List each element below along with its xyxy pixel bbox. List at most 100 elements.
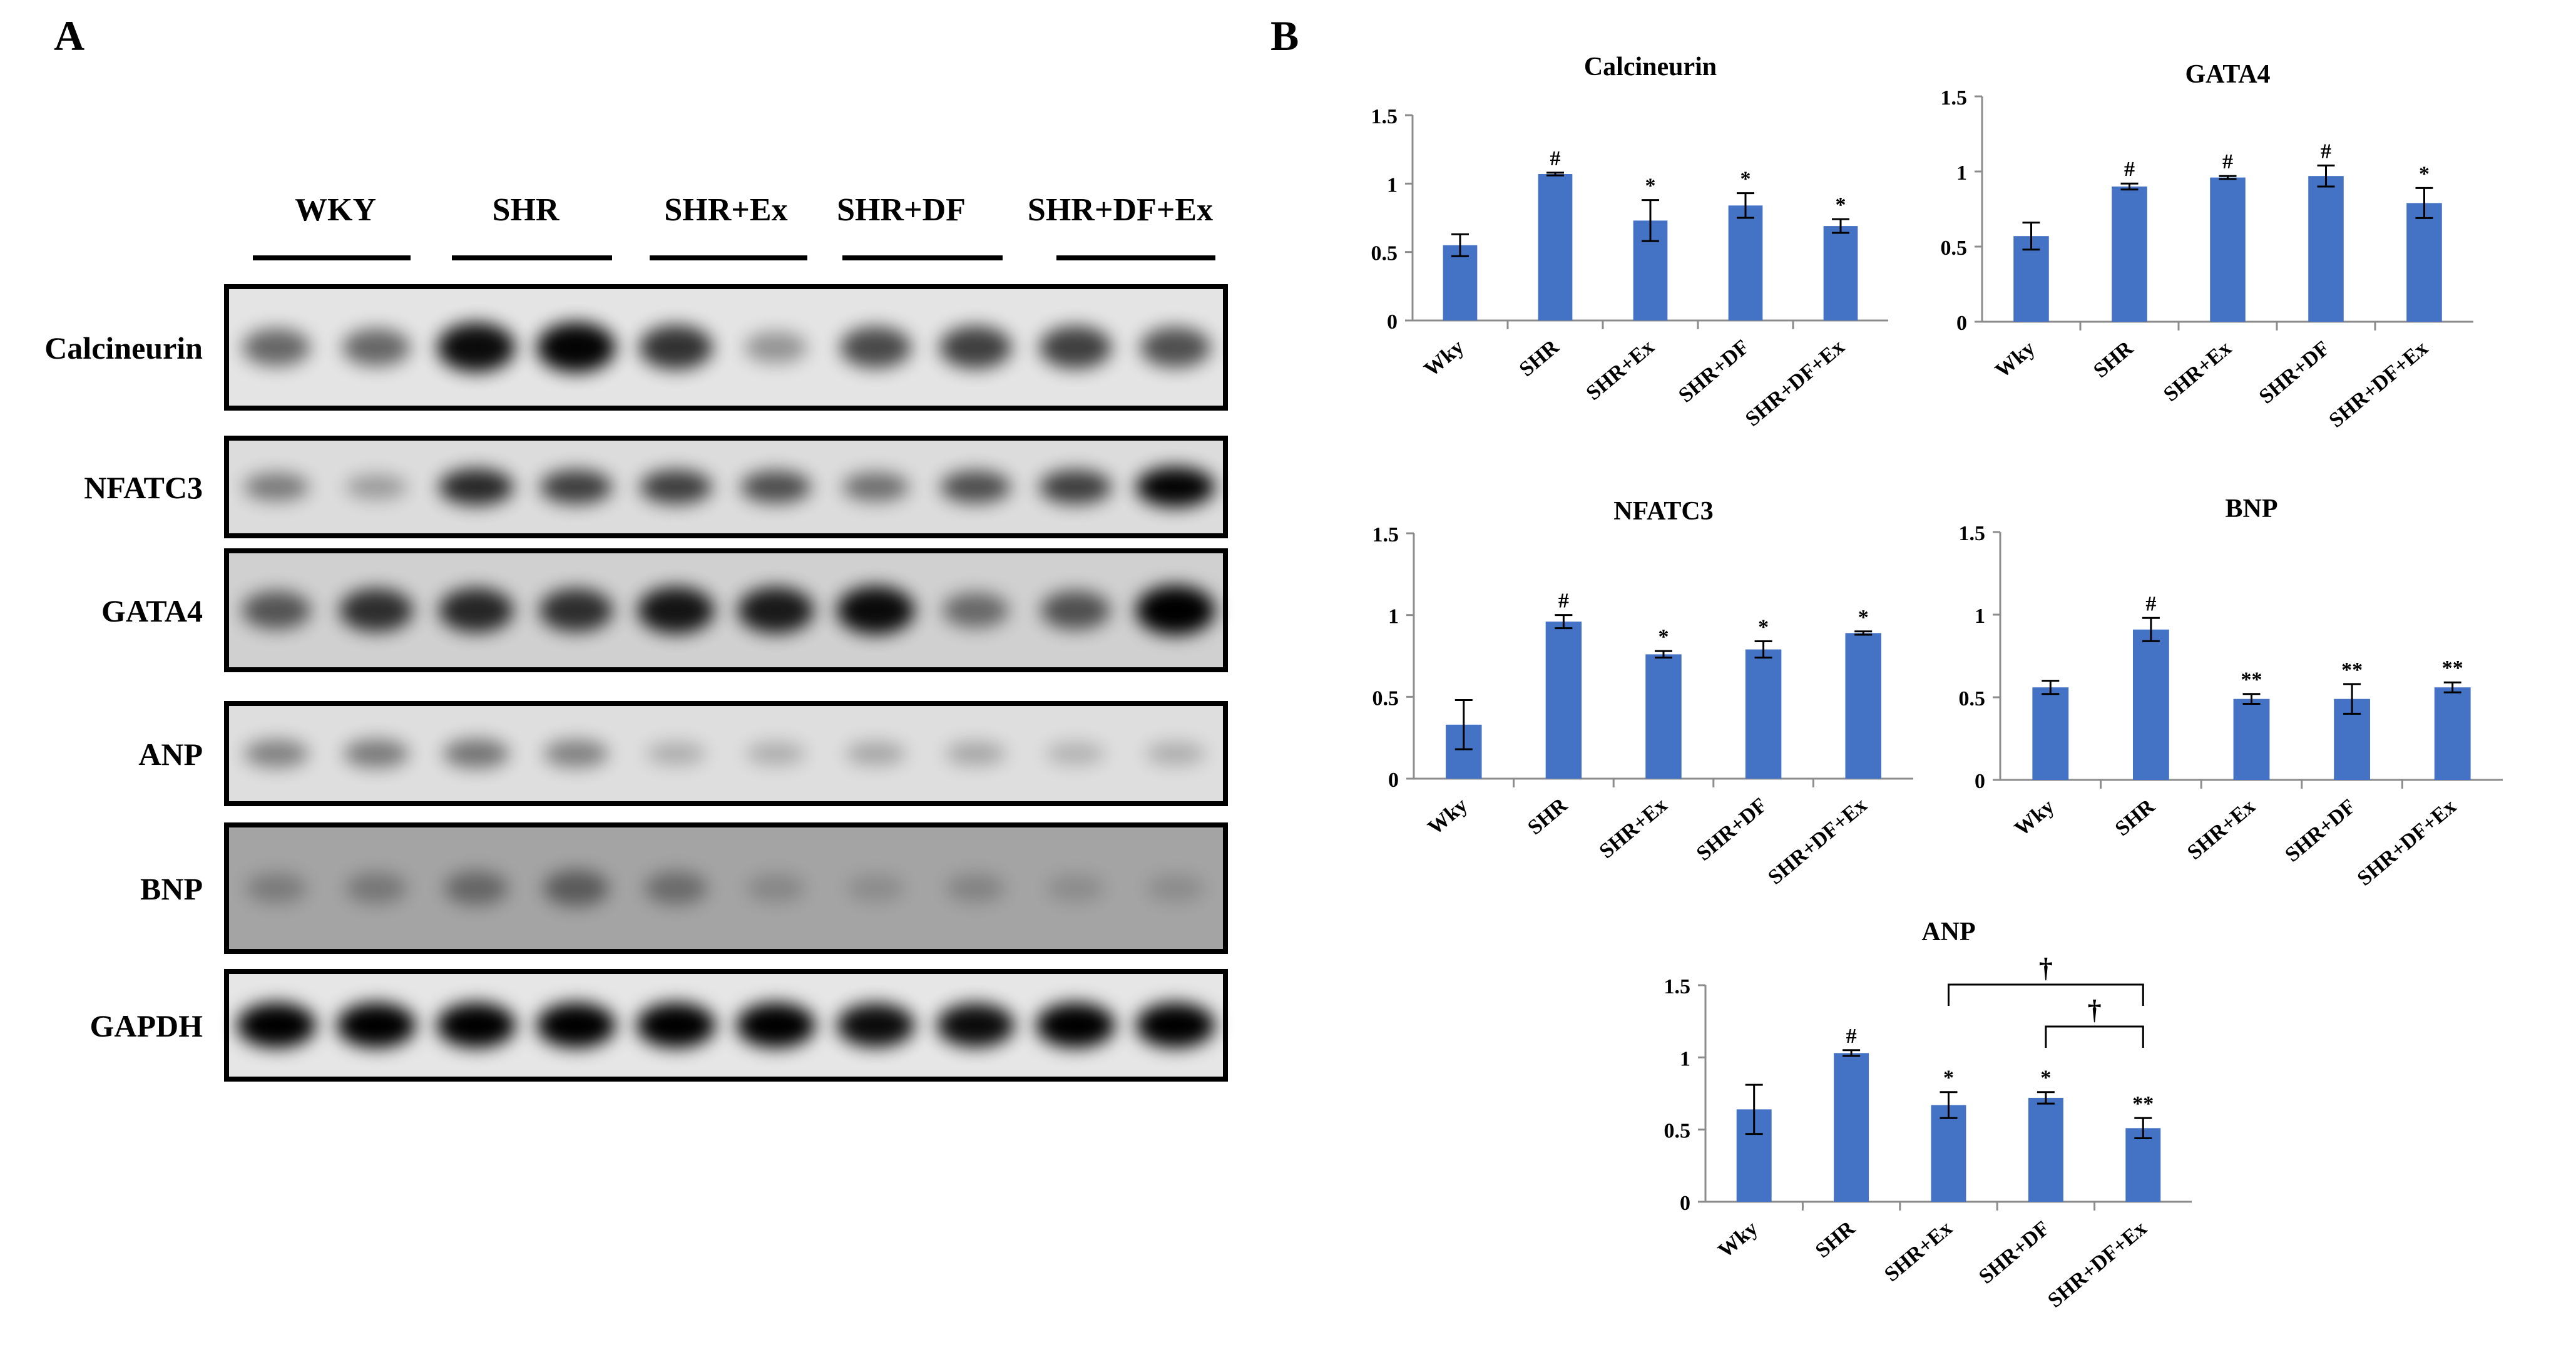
bar-shr-plus-df (2028, 1097, 2063, 1202)
significance-marker: # (2321, 140, 2331, 163)
wb-band (345, 873, 407, 904)
x-tick-label: SHR+DF+Ex (2353, 795, 2461, 891)
significance-marker: * (1943, 1067, 1954, 1090)
significance-marker: ** (2241, 668, 2262, 692)
wb-band (1135, 585, 1215, 635)
bar-shr-plus-ex (1931, 1105, 1966, 1202)
wb-band (639, 325, 713, 370)
wb-band (936, 1003, 1015, 1047)
wb-band (439, 588, 514, 633)
wb-band (339, 588, 414, 632)
wb-band (747, 874, 805, 903)
x-tick-label: SHR+DF+Ex (2324, 337, 2432, 433)
wb-band (444, 871, 508, 906)
wb-band (1040, 469, 1112, 504)
wb-protein-label: GAPDH (89, 1008, 203, 1043)
wb-band (1140, 327, 1211, 368)
wb-band (1046, 874, 1105, 902)
comparison-bracket (2045, 1025, 2144, 1048)
wb-band (842, 472, 909, 502)
wb-band (946, 874, 1006, 903)
wb-row-anp: ANP (138, 701, 1228, 806)
bar-shr-plus-df-plus-ex (1823, 226, 1858, 320)
bar-shr-plus-df-plus-ex (2406, 203, 2442, 322)
x-tick-label: Wky (1424, 794, 1472, 839)
x-tick-label: SHR+DF (1674, 335, 1754, 407)
panel-label-b: B (1270, 12, 1299, 59)
wb-group-label-shr: SHR (493, 192, 560, 228)
significance-marker: # (1846, 1025, 1857, 1048)
wb-band (543, 870, 609, 906)
wb-group-label-shr-plus-df-plus-ex: SHR+DF+Ex (1028, 192, 1213, 228)
bar-shr-plus-ex (2233, 699, 2270, 780)
wb-band (740, 471, 811, 503)
x-tick-label: SHR+Ex (1880, 1217, 1957, 1286)
y-tick-label: 0 (1387, 310, 1398, 334)
y-tick-label: 1 (1956, 161, 1967, 185)
wb-band (443, 739, 509, 769)
chart-calcineurin: Calcineurin 0 0.5 1 1.5 Wky # SHR * SHR+Ex * SHR+DF… (1371, 53, 1888, 431)
wb-band (1145, 742, 1205, 766)
significance-marker: ** (2132, 1092, 2154, 1115)
y-tick-label: 0.5 (1941, 237, 1968, 260)
wb-band (840, 326, 912, 369)
wb-protein-label: BNP (140, 871, 203, 906)
wb-band (738, 587, 814, 633)
wb-band (1036, 1003, 1115, 1048)
wb-band (645, 871, 708, 905)
wb-band (1046, 742, 1105, 765)
chart-title: GATA4 (2185, 60, 2270, 89)
chart-bnp: BNP 0 0.5 1 1.5 Wky # SHR ** SHR+Ex ** SHR+DF ** SHR+… (1959, 494, 2503, 891)
comparison-bracket (1948, 983, 2144, 1006)
chart-anp: ANP 0 0.5 1 1.5 Wky # SHR * SHR+Ex * SHR+DF ** SHR+DF… (1664, 918, 2192, 1313)
wb-band (237, 1003, 317, 1048)
wb-band (939, 326, 1012, 369)
wb-band (544, 739, 609, 768)
wb-band (638, 586, 715, 634)
x-tick-label: SHR+DF (1975, 1217, 2054, 1289)
bar-charts-panel: Calcineurin 0 0.5 1 1.5 Wky # SHR * SHR+Ex * SHR+DF… (1371, 53, 2503, 1313)
bar-shr-plus-df-plus-ex (2125, 1128, 2161, 1202)
significance-marker: * (1758, 615, 1769, 638)
y-tick-label: 1.5 (1959, 522, 1986, 545)
bar-shr-plus-df (2308, 176, 2344, 322)
bar-shr (1834, 1053, 1869, 1202)
wb-band (1147, 874, 1205, 902)
wb-band (940, 471, 1011, 503)
wb-band (344, 739, 409, 768)
wb-band (942, 592, 1009, 628)
significance-marker: # (1550, 147, 1561, 170)
significance-marker: # (2145, 592, 2156, 615)
wb-band (837, 1003, 915, 1047)
wb-band (437, 322, 516, 372)
bar-shr (1545, 622, 1582, 779)
wb-band (242, 591, 311, 630)
significance-marker: ** (2341, 658, 2363, 682)
chart-title: NFATC3 (1613, 497, 1713, 526)
panel-label-a: A (54, 12, 85, 59)
bracket-dagger-label: † (2039, 953, 2053, 983)
x-tick-label: Wky (2010, 795, 2058, 841)
wb-band (345, 474, 407, 499)
bar-shr (1538, 174, 1573, 320)
x-tick-label: Wky (1991, 337, 2039, 382)
wb-band (243, 473, 309, 501)
wb-row-nfatc3: NFATC3 (84, 436, 1228, 538)
x-tick-label: SHR+DF (1692, 794, 1772, 866)
chart-title: Calcineurin (1584, 53, 1717, 81)
y-tick-label: 1.5 (1371, 105, 1398, 128)
bar-shr-plus-df-plus-ex (1845, 633, 1881, 779)
y-tick-label: 0 (1956, 312, 1967, 335)
y-tick-label: 1.5 (1664, 975, 1691, 998)
significance-marker: * (1858, 606, 1869, 629)
wb-band (1136, 466, 1215, 508)
y-tick-label: 1.5 (1941, 86, 1968, 110)
wb-band (736, 1003, 816, 1048)
wb-band (837, 586, 915, 635)
wb-band (244, 739, 309, 768)
wb-band (945, 742, 1006, 766)
x-tick-label: Wky (1420, 335, 1468, 381)
bar-shr-plus-df (1745, 649, 1782, 779)
western-blot-panel: WKY SHR SHR+Ex SHR+DF SHR+DF+Ex Calcineurin N… (44, 192, 1228, 1082)
bar-shr (2112, 187, 2147, 322)
